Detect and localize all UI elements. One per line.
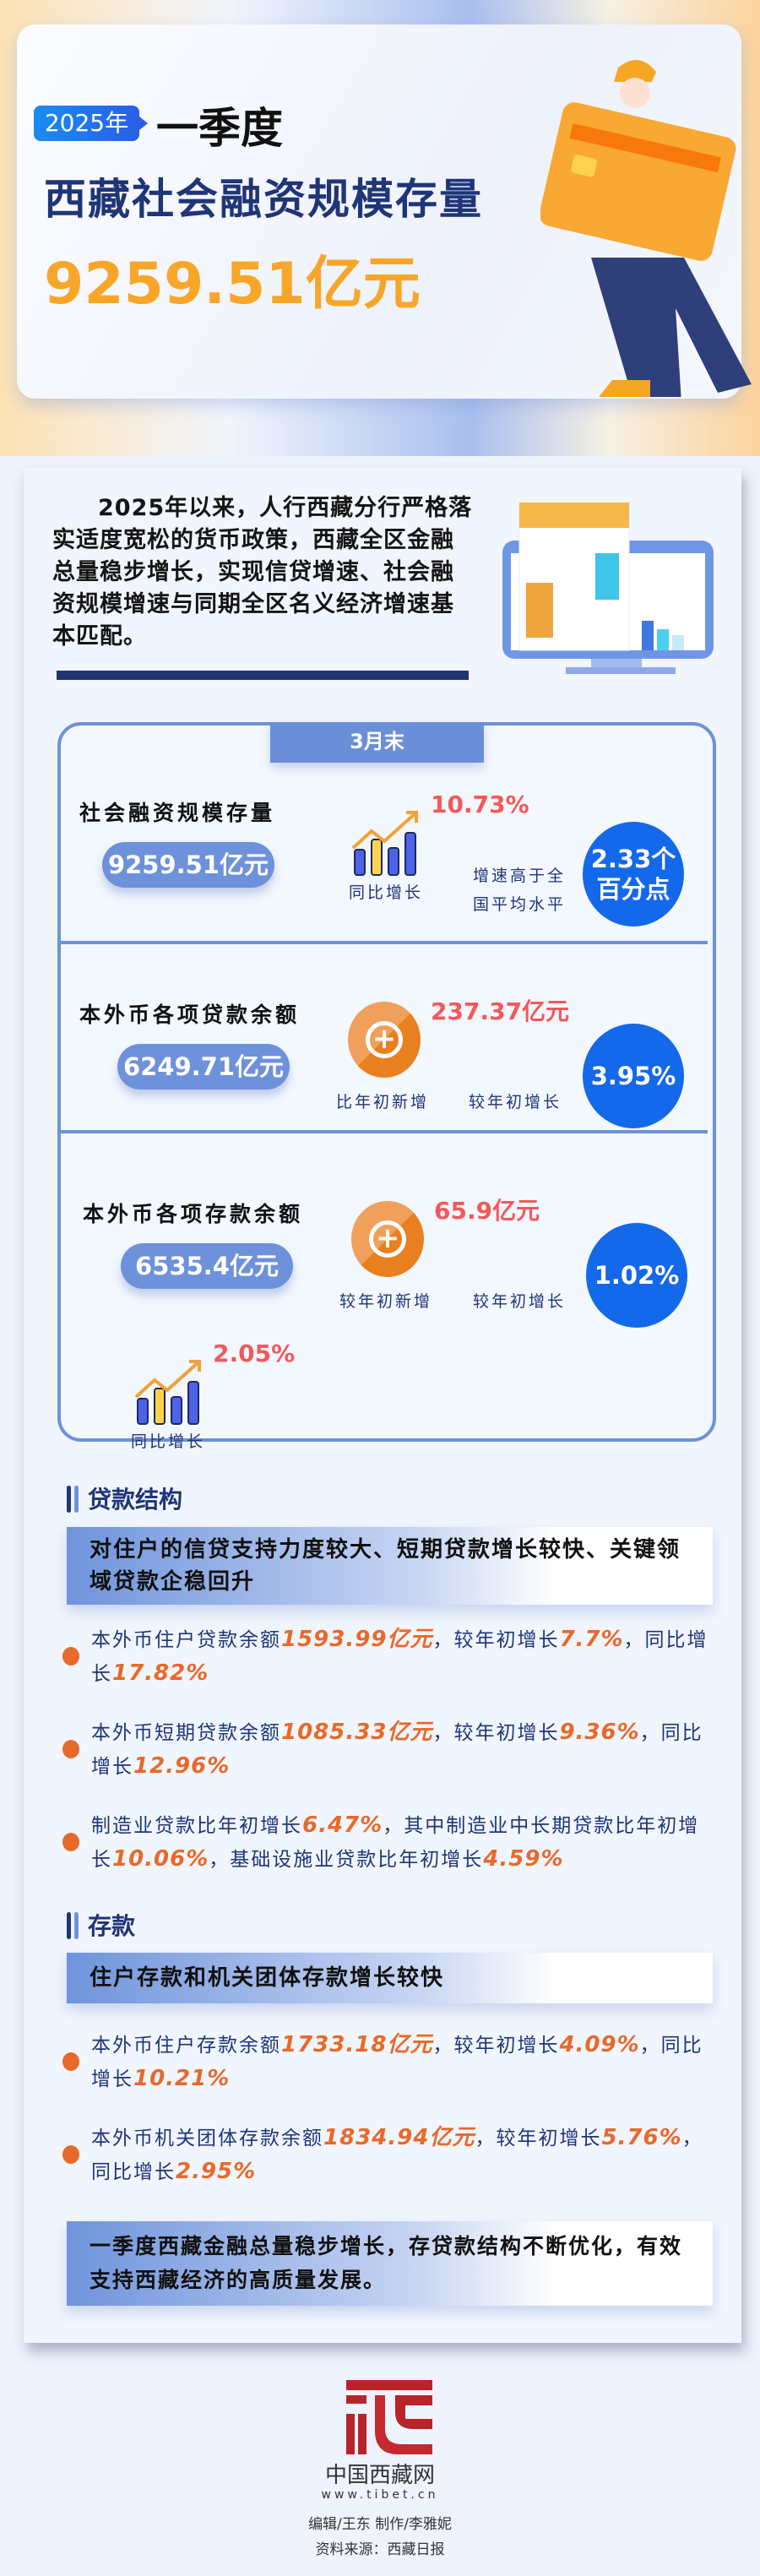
growth-chart-icon <box>351 811 418 876</box>
bullet-dot <box>62 1647 79 1666</box>
summary-banner: 一季度西藏金融总量稳步增长，存贷款结构不断优化，有效支持西藏经济的高质量发展。 <box>67 2221 713 2306</box>
loans-banner: 对住户的信贷支持力度较大、短期贷款增长较快、关键领域贷款企稳回升 <box>67 1527 713 1605</box>
divider <box>61 941 708 944</box>
period-tab: 3月末 <box>270 722 484 763</box>
section-bar-icon <box>67 1486 71 1513</box>
hero-quarter: 一季度 <box>156 104 283 153</box>
added-value: 237.37亿元 <box>431 997 570 1025</box>
stat-circle: 2.33个百分点 <box>583 822 684 927</box>
source: 资料来源：西藏日报 <box>315 2541 445 2558</box>
stat-note: 增速高于全国平均水平 <box>473 867 567 914</box>
stat-label: 社会融资规模存量 <box>79 801 276 825</box>
deposit-item: 本外币住户存款余额1733.18亿元，较年初增长4.09%，同比增长10.21% <box>91 2032 703 2091</box>
divider <box>61 1130 708 1133</box>
bullet-dot <box>62 1833 79 1851</box>
loans-section-title: 贷款结构 <box>88 1486 183 1514</box>
credits: 编辑/王东 制作/李雅妮 <box>308 2516 452 2533</box>
deposits-banner: 住户存款和机关团体存款增长较快 <box>67 1953 713 2003</box>
loan-item: 本外币住户贷款余额1593.99亿元，较年初增长7.7%，同比增长17.82% <box>91 1627 708 1686</box>
stat-value-pill: 9259.51亿元 <box>102 842 274 888</box>
rate-label: 较年初增长 <box>469 1093 562 1111</box>
section-bar-icon <box>74 1912 79 1939</box>
plus-icon: + <box>348 1002 421 1078</box>
intro-text: 2025年以来，人行西藏分行严格落实适度宽松的货币政策，西藏全区金融总量稳步增长… <box>52 495 473 649</box>
section-bar-icon <box>74 1486 79 1513</box>
loan-item: 本外币短期贷款余额1085.33亿元，较年初增长9.36%，同比增长12.96% <box>91 1720 703 1779</box>
growth-value: 10.73% <box>431 791 529 818</box>
courier-illustration <box>540 60 752 397</box>
hero-title: 西藏社会融资规模存量 <box>44 175 483 224</box>
tibet-cn-logo <box>346 2380 432 2454</box>
hero-value: 9259.51亿元 <box>44 251 421 318</box>
added-label: 比年初新增 <box>336 1093 430 1111</box>
logo-name: 中国西藏网 <box>324 2463 435 2488</box>
deposit-item: 本外币机关团体存款余额1834.94亿元，较年初增长5.76%，同比增长2.95… <box>91 2125 703 2184</box>
stat-value-pill: 6535.4亿元 <box>121 1243 293 1289</box>
bullet-dot <box>62 1740 79 1758</box>
year-badge: 2025年 <box>34 106 148 141</box>
intro-underline <box>57 671 469 680</box>
growth-chart-icon <box>134 1360 201 1425</box>
stat-value-pill: 6249.71亿元 <box>117 1044 290 1090</box>
added-label: 较年初新增 <box>339 1292 433 1311</box>
growth-value: 2.05% <box>213 1340 296 1367</box>
stat-circle: 1.02% <box>586 1223 687 1328</box>
loan-item: 制造业贷款比年初增长6.47%，其中制造业中长期贷款比年初增长10.06%，基础… <box>91 1812 700 1872</box>
stat-circle: 3.95% <box>583 1024 684 1128</box>
stat-label: 本外币各项存款余额 <box>83 1202 304 1226</box>
section-bar-icon <box>67 1912 71 1939</box>
monitor-illustration <box>502 502 714 674</box>
added-value: 65.9亿元 <box>434 1197 540 1225</box>
logo-url: www.tibet.cn <box>321 2488 439 2502</box>
growth-label: 同比增长 <box>131 1432 206 1451</box>
stat-label: 本外币各项贷款余额 <box>79 1003 301 1027</box>
bullet-dot <box>62 2052 79 2071</box>
deposits-section-title: 存款 <box>88 1912 136 1940</box>
bullet-dot <box>62 2145 79 2164</box>
growth-label: 同比增长 <box>349 883 424 902</box>
plus-icon: + <box>351 1201 424 1277</box>
rate-label: 较年初增长 <box>473 1292 567 1311</box>
